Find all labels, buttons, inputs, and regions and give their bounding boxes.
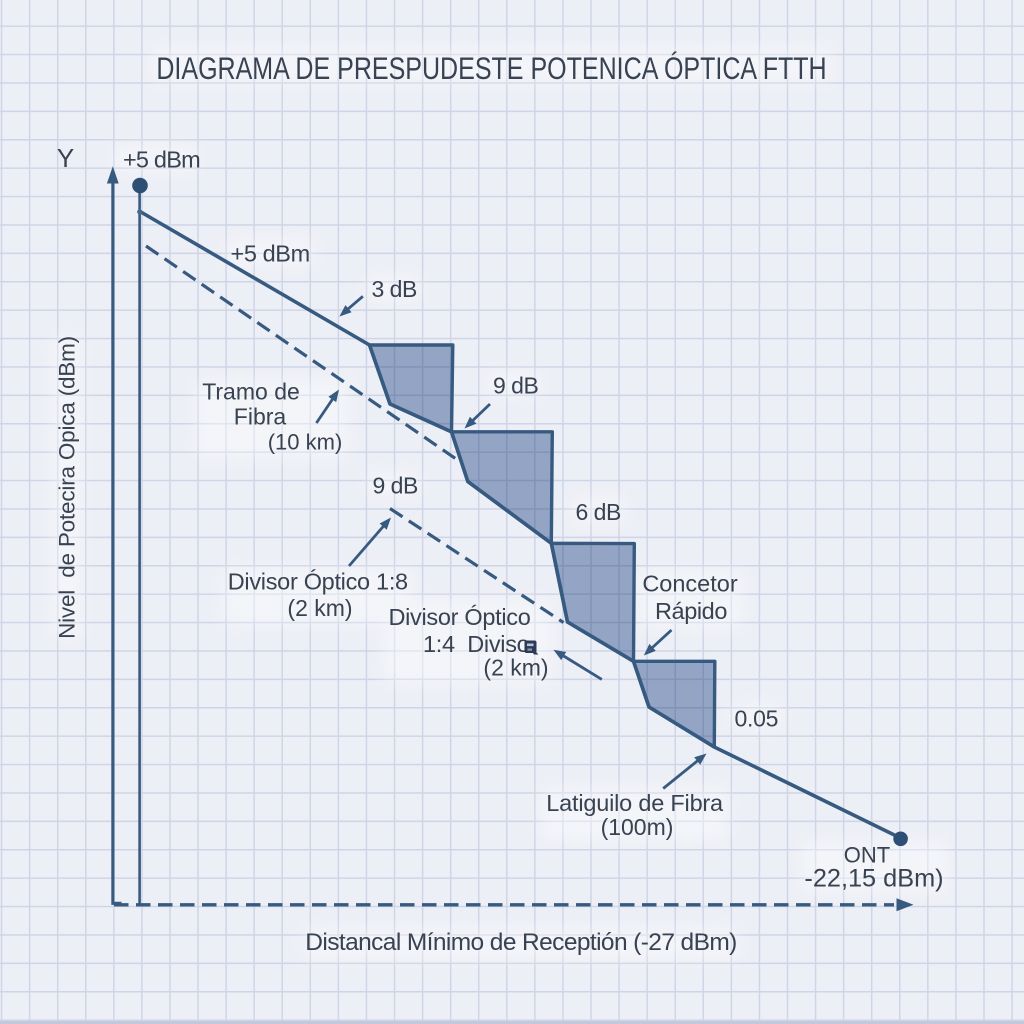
svg-text:DIAGRAMA DE PRESPUDESTE POTENI: DIAGRAMA DE PRESPUDESTE POTENICA ÓPTICA … [156, 51, 826, 86]
svg-text:Tramo de: Tramo de [202, 379, 300, 405]
svg-text:+5 dBm: +5 dBm [123, 147, 200, 173]
svg-text:1:4 Diviso: 1:4 Diviso [423, 631, 530, 657]
svg-text:Latiguilo de Fibra: Latiguilo de Fibra [546, 790, 724, 816]
svg-text:Concetor: Concetor [642, 570, 738, 596]
svg-text:(100m): (100m) [601, 814, 674, 840]
svg-text:Fibra: Fibra [234, 404, 287, 430]
svg-text:ONT: ONT [844, 842, 890, 867]
svg-text:Nivel de Potecira Opica (dBm): Nivel de Potecira Opica (dBm) [55, 336, 80, 639]
svg-text:(2 km): (2 km) [483, 655, 548, 681]
svg-text:Divisor Óptico: Divisor Óptico [388, 604, 530, 630]
svg-text:9 dB: 9 dB [373, 473, 418, 499]
svg-text:0.05: 0.05 [735, 705, 779, 731]
svg-text:Divisor Óptico 1:8: Divisor Óptico 1:8 [228, 569, 408, 595]
svg-text:Distancal Mínimo de Receptión: Distancal Mínimo de Receptión (-27 dBm) [305, 929, 736, 956]
svg-text:9 dB: 9 dB [493, 373, 538, 399]
svg-text:Y: Y [57, 143, 74, 173]
svg-text:+5 dBm: +5 dBm [231, 241, 310, 267]
svg-text:6 dB: 6 dB [576, 499, 621, 525]
svg-text:-22,15 dBm): -22,15 dBm) [804, 865, 943, 893]
svg-text:(10 km): (10 km) [268, 430, 343, 455]
svg-text:(2 km): (2 km) [287, 595, 352, 621]
svg-text:3 dB: 3 dB [372, 276, 417, 302]
svg-text:Rápido: Rápido [655, 598, 727, 624]
